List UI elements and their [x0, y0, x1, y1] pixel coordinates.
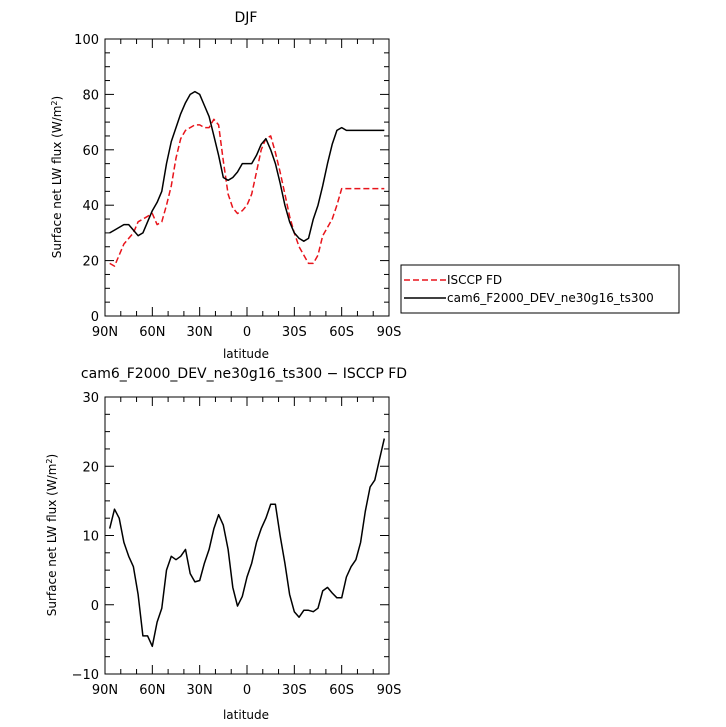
y-tick-label: 80: [82, 88, 99, 103]
x-tick-label: 60S: [329, 325, 354, 340]
top-panel-djf: DJF 90N 60N 30N 0 30S 60S 90S 0 20 40 60 80 100 lati…: [50, 10, 680, 361]
bottom-series-lines: [108, 438, 386, 648]
y-tick-label: 20: [82, 255, 99, 270]
x-tick-label: 60N: [139, 325, 165, 340]
top-chart-title: DJF: [235, 10, 258, 26]
y-tick-label: 100: [74, 33, 99, 48]
x-tick-label: 60N: [139, 683, 165, 698]
legend-box: [400, 264, 680, 314]
bottom-plot-frame: [104, 396, 390, 675]
bottom-x-axis-label: latitude: [223, 708, 269, 722]
y-tick-label: 10: [82, 530, 99, 545]
legend: ISCCP FD cam6_F2000_DEV_ne30g16_ts300: [400, 264, 680, 314]
top-x-axis-label: latitude: [223, 347, 269, 361]
y-tick-label: 60: [82, 144, 99, 159]
legend-label-cam6: cam6_F2000_DEV_ne30g16_ts300: [447, 291, 654, 305]
y-tick-label: 20: [82, 460, 99, 475]
bottom-axis-ticks: 90N 60N 30N 0 30S 60S 90S −10 0 10 20 30: [72, 391, 402, 698]
x-tick-label: 90S: [377, 325, 402, 340]
x-tick-label: 60S: [329, 683, 354, 698]
bottom-panel-difference: cam6_F2000_DEV_ne30g16_ts300 − ISCCP FD …: [45, 366, 408, 722]
y-tick-label: 0: [91, 599, 99, 614]
x-tick-label: 90S: [377, 683, 402, 698]
x-tick-label: 30S: [282, 325, 307, 340]
y-tick-label: 0: [91, 310, 99, 325]
y-tick-label: 30: [82, 391, 99, 406]
x-tick-label: 30N: [187, 683, 213, 698]
bottom-chart-title: cam6_F2000_DEV_ne30g16_ts300 − ISCCP FD: [81, 366, 407, 382]
x-tick-label: 90N: [92, 325, 118, 340]
y-tick-label: −10: [72, 668, 99, 683]
x-tick-label: 30N: [187, 325, 213, 340]
series-line-1-0: [108, 438, 386, 648]
y-tick-label: 40: [82, 199, 99, 214]
top-plot-frame: [104, 38, 390, 317]
legend-label-isccp: ISCCP FD: [447, 273, 502, 287]
series-line-0-1: [109, 90, 385, 242]
top-series-lines: [109, 90, 385, 267]
top-y-axis-label: Surface net LW flux (W/m2): [50, 96, 65, 258]
x-tick-label: 30S: [282, 683, 307, 698]
x-tick-label: 0: [243, 325, 251, 340]
x-tick-label: 0: [243, 683, 251, 698]
x-tick-label: 90N: [92, 683, 118, 698]
series-line-0-0: [109, 118, 385, 267]
top-axis-ticks: 90N 60N 30N 0 30S 60S 90S 0 20 40 60 80 100: [74, 33, 401, 340]
bottom-y-axis-label: Surface net LW flux (W/m2): [45, 454, 60, 616]
